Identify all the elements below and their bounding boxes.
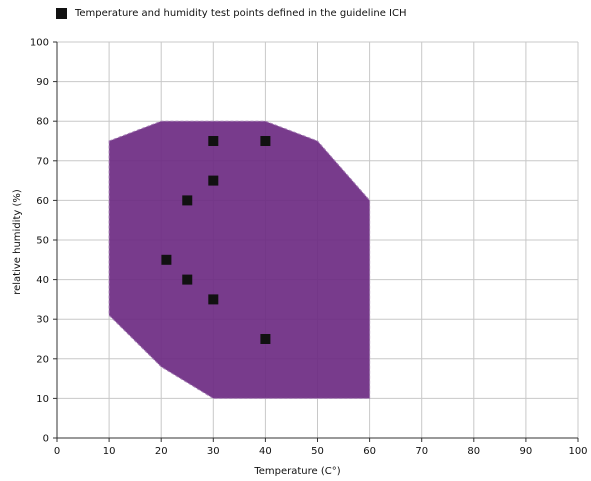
data-point <box>161 254 172 265</box>
legend: Temperature and humidity test points def… <box>56 8 406 19</box>
y-axis-title: relative humidity (%) <box>12 189 23 295</box>
x-tick-label: 70 <box>415 446 428 457</box>
data-point <box>260 334 271 344</box>
y-tick-label: 30 <box>36 315 49 326</box>
y-tick-label: 90 <box>36 77 49 88</box>
y-tick-label: 100 <box>30 38 49 49</box>
x-tick-label: 50 <box>311 446 324 457</box>
y-tick-label: 70 <box>36 156 49 167</box>
x-tick-label: 20 <box>155 446 168 457</box>
y-tick-label: 10 <box>36 394 49 405</box>
y-tick-label: 60 <box>36 196 49 207</box>
y-tick-label: 80 <box>36 117 49 128</box>
y-tick-label: 40 <box>36 275 49 286</box>
x-axis-title: Temperature (C°) <box>253 466 340 477</box>
y-tick-label: 0 <box>43 434 49 445</box>
legend-marker-icon <box>56 8 67 19</box>
legend-label: Temperature and humidity test points def… <box>75 8 407 19</box>
data-point <box>260 136 271 146</box>
x-tick-label: 0 <box>54 446 60 457</box>
data-point <box>208 136 219 146</box>
x-tick-label: 10 <box>103 446 116 457</box>
x-tick-label: 80 <box>467 446 480 457</box>
x-tick-label: 60 <box>363 446 376 457</box>
data-point <box>208 175 219 186</box>
test-region <box>108 120 371 399</box>
x-tick-label: 90 <box>520 446 533 457</box>
x-tick-label: 40 <box>259 446 272 457</box>
x-tick-label: 30 <box>207 446 220 457</box>
y-tick-label: 20 <box>36 354 49 365</box>
y-tick-label: 50 <box>36 236 49 247</box>
x-tick-label: 100 <box>568 446 587 457</box>
data-point <box>182 274 193 285</box>
data-point <box>208 294 219 305</box>
data-point <box>182 195 193 206</box>
